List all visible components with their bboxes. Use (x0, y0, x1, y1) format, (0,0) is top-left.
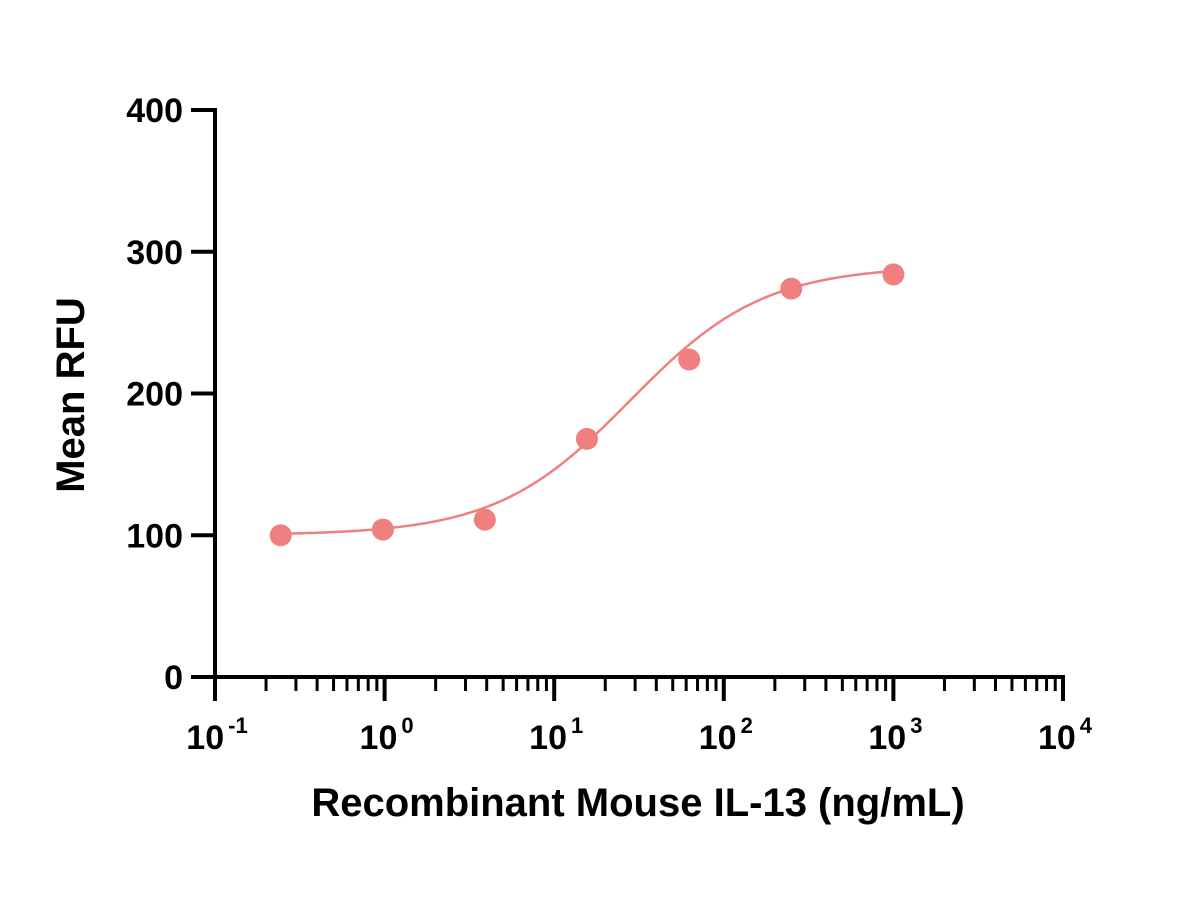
x-tick-label: 10 2 (699, 713, 753, 757)
y-axis-title: Mean RFU (49, 297, 93, 493)
x-tick-label: 10 -1 (186, 713, 247, 757)
y-tick-label: 400 (126, 92, 183, 130)
data-point (371, 518, 394, 541)
x-tick-label: 10 4 (1038, 713, 1093, 757)
data-point (269, 524, 292, 547)
x-tick-label: 10 0 (360, 713, 414, 757)
x-tick-label: 10 1 (529, 713, 583, 757)
data-point (780, 277, 803, 300)
data-point (882, 263, 905, 286)
y-tick-label: 200 (126, 376, 183, 414)
axes: 0 100 200 300 400 10 -1 10 0 10 1 10 2 10 3 10 4 (126, 92, 1093, 757)
data-points-layer (269, 263, 905, 547)
fit-curve (280, 269, 894, 536)
fit-curve-layer (280, 269, 894, 536)
y-tick-label: 0 (164, 659, 183, 697)
data-point (575, 427, 598, 450)
x-axis-title: Recombinant Mouse IL-13 (ng/mL) (311, 781, 964, 825)
data-point (678, 348, 701, 371)
x-tick-label: 10 3 (868, 713, 922, 757)
y-tick-label: 100 (126, 517, 183, 555)
data-point (473, 508, 496, 531)
y-tick-label: 300 (126, 234, 183, 272)
